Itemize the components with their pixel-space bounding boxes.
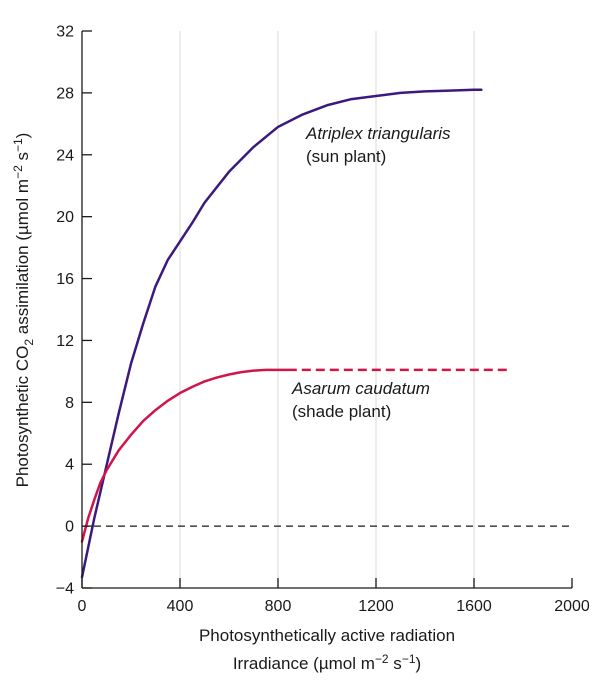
x-tick-label-2: 800 — [265, 598, 292, 615]
axis-layer — [81, 30, 573, 589]
y-axis-title-part: µ — [13, 225, 32, 235]
y-tick-label-7: 24 — [56, 147, 74, 164]
y-axis-title-sup: −1 — [11, 138, 25, 152]
x-axis-title-line2: Irradiance (µmol m−2 s−1) — [233, 652, 421, 673]
x-axis-title-part: µ — [319, 654, 329, 673]
y-tick-label-9: 32 — [56, 24, 74, 41]
x-tick-label-3: 1200 — [358, 598, 394, 615]
y-tick-label-4: 12 — [56, 333, 74, 350]
y-tick-label-2: 4 — [65, 457, 74, 474]
grid-layer — [179, 31, 475, 588]
series-label-type-sun: (sun plant) — [306, 147, 386, 166]
y-axis-title-part: mol m — [13, 179, 32, 225]
y-tick-label-1: 0 — [65, 519, 74, 536]
series-label-name-sun: Atriplex triangularis — [305, 124, 451, 143]
series-line-shade — [80, 368, 290, 543]
x-axis-title-line1: Photosynthetically active radiation — [199, 626, 455, 645]
x-axis-title-part: mol m — [329, 654, 375, 673]
x-tick-label-4: 1600 — [456, 598, 492, 615]
y-axis-title-sub: 2 — [22, 339, 36, 346]
y-axis-title-part: Photosynthetic CO — [13, 346, 32, 488]
x-axis-title-part: s — [389, 654, 402, 673]
series-label-type-shade: (shade plant) — [292, 402, 391, 421]
y-axis-title-part: assimilation ( — [13, 235, 32, 339]
y-tick-label-6: 20 — [56, 209, 74, 226]
x-tick-label-0: 0 — [78, 598, 87, 615]
y-axis-title-sup: −2 — [11, 165, 25, 179]
y-tick-label-3: 8 — [65, 395, 74, 412]
y-axis-title: Photosynthetic CO2 assimilation (µmol m−… — [11, 133, 36, 488]
y-tick-label-8: 28 — [56, 85, 74, 102]
x-axis-title-sup: −2 — [375, 652, 389, 666]
x-axis-title-part: Irradiance ( — [233, 654, 319, 673]
x-tick-label-5: 2000 — [554, 598, 590, 615]
y-tick-label-5: 16 — [56, 271, 74, 288]
series-line-sun — [80, 88, 483, 579]
y-axis-title-part: s — [13, 152, 32, 165]
x-axis-title-part: ) — [416, 654, 422, 673]
y-tick-label-0: −4 — [56, 581, 74, 598]
series-label-name-shade: Asarum caudatum — [291, 379, 430, 398]
series-layer — [80, 88, 511, 579]
x-axis-title-sup: −1 — [402, 652, 416, 666]
y-axis-title-part: ) — [13, 133, 32, 139]
x-tick-label-1: 400 — [167, 598, 194, 615]
